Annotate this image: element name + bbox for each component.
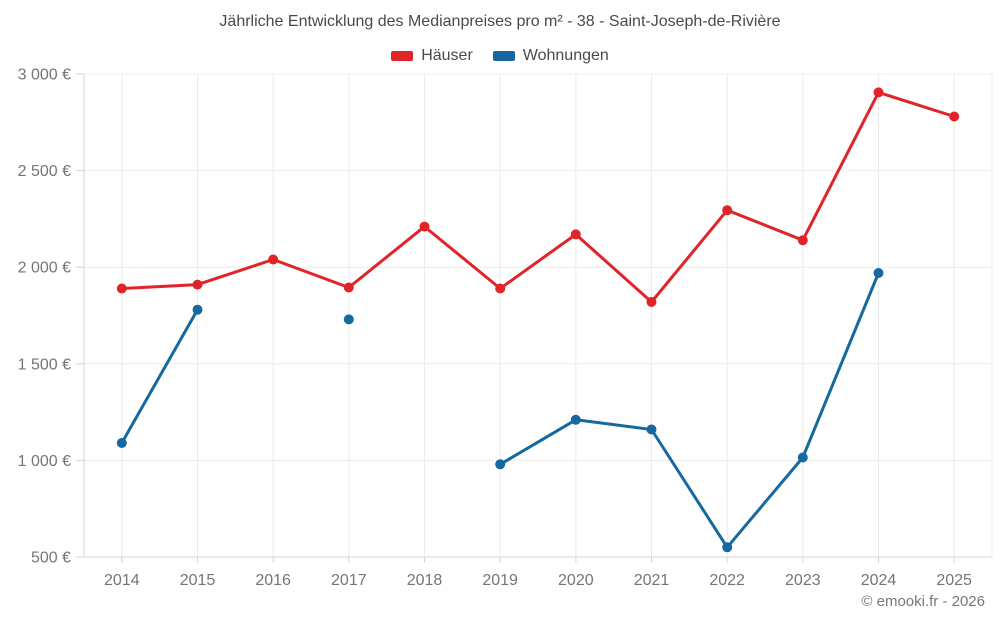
point-wohnungen-2015[interactable] — [192, 304, 203, 315]
series-line-hauser — [120, 90, 956, 304]
x-tick-label: 2023 — [785, 572, 821, 589]
point-hauser-2018[interactable] — [419, 221, 430, 232]
x-tick-label: 2020 — [558, 572, 594, 589]
point-hauser-2023[interactable] — [797, 235, 808, 246]
y-tick-label: 2 500 € — [18, 163, 71, 180]
point-wohnungen-2019[interactable] — [495, 459, 506, 470]
point-hauser-2015[interactable] — [192, 279, 203, 290]
point-hauser-2020[interactable] — [570, 229, 581, 240]
point-hauser-2016[interactable] — [268, 254, 279, 265]
chart-title: Jährliche Entwicklung des Medianpreises … — [219, 13, 781, 30]
credit-text: © emooki.fr - 2026 — [861, 593, 985, 610]
point-wohnungen-2022[interactable] — [722, 542, 733, 553]
y-tick-label: 500 € — [31, 550, 71, 567]
point-hauser-2025[interactable] — [949, 111, 960, 122]
x-tick-label: 2015 — [180, 572, 216, 589]
x-tick-label: 2025 — [936, 572, 972, 589]
point-wohnungen-2024[interactable] — [873, 268, 884, 278]
legend: Häuser Wohnungen — [0, 47, 1000, 65]
series-line-wohnungen — [120, 271, 880, 549]
y-tick-label: 1 500 € — [18, 356, 71, 373]
point-hauser-2014[interactable] — [116, 283, 127, 294]
x-tick-label: 2024 — [861, 572, 897, 589]
point-wohnungen-2014[interactable] — [116, 438, 127, 448]
x-tick-label: 2016 — [255, 572, 291, 589]
y-tick-label: 2 000 € — [18, 260, 71, 277]
point-hauser-2019[interactable] — [495, 283, 506, 294]
point-hauser-2022[interactable] — [722, 205, 733, 216]
legend-swatch-icon — [492, 51, 515, 61]
point-hauser-2021[interactable] — [646, 297, 657, 307]
point-hauser-2017[interactable] — [343, 282, 354, 293]
x-tick-label: 2021 — [634, 572, 670, 589]
x-tick-label: 2022 — [709, 572, 745, 589]
y-tick-label: 3 000 € — [18, 67, 71, 84]
legend-label: Häuser — [421, 47, 473, 64]
x-tick-label: 2017 — [331, 572, 367, 589]
point-wohnungen-2021[interactable] — [646, 424, 657, 435]
point-wohnungen-2023[interactable] — [797, 452, 808, 463]
x-tick-label: 2018 — [407, 572, 443, 589]
x-tick-label: 2014 — [104, 572, 140, 589]
legend-item-hauser[interactable]: Häuser — [391, 47, 473, 65]
legend-swatch-icon — [391, 51, 414, 61]
y-tick-label: 1 000 € — [18, 453, 71, 470]
point-hauser-2024[interactable] — [873, 87, 884, 98]
x-tick-label: 2019 — [482, 572, 518, 589]
point-wohnungen-2020[interactable] — [570, 414, 581, 425]
legend-label: Wohnungen — [522, 47, 609, 64]
legend-item-wohnungen[interactable]: Wohnungen — [492, 47, 609, 65]
point-wohnungen-2017[interactable] — [343, 314, 354, 325]
